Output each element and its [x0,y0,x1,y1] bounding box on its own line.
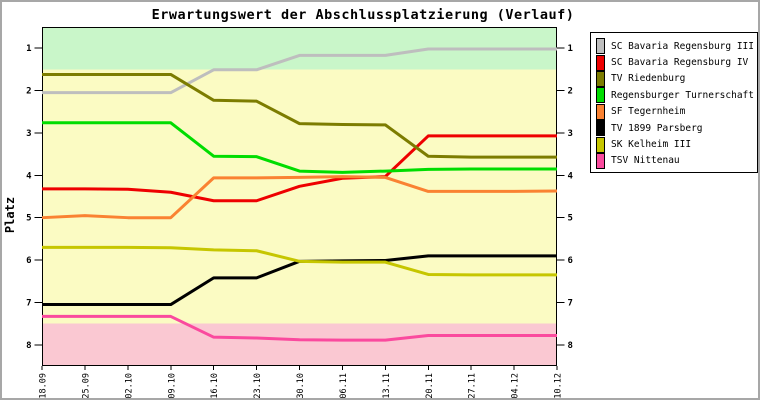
series-line [41,175,558,220]
legend-key-swatch [596,136,605,153]
legend-label: TV Riedenburg [611,73,686,85]
legend-label: SF Tegernheim [611,106,686,118]
x-tick-label: 09.10 [167,373,177,399]
legend-key-swatch [596,54,605,71]
y-tick-label-right: 4 [568,171,574,181]
legend-label: Regensburger Turnerschaft [611,89,754,101]
legend-item: TSV Nittenau [596,152,757,169]
y-tick-label-right: 6 [568,256,573,266]
x-tick-label: 30.10 [296,373,306,399]
y-tick-label-left: 8 [26,341,31,351]
legend-key-swatch [596,38,605,55]
x-tick-label: 20.11 [425,373,435,399]
x-tick-label: 13.11 [382,373,392,399]
legend-key-swatch [596,152,605,169]
y-tick-label-left: 1 [26,44,31,54]
x-tick-label: 06.11 [339,373,349,399]
series-line [42,134,557,203]
zone-bottom-zone [42,323,557,366]
legend-key-swatch [596,103,605,120]
legend-label: TSV Nittenau [611,155,680,167]
legend-item: SC Bavaria Regensburg III [596,38,757,55]
plot-border [42,27,557,366]
y-tick-label-right: 2 [568,87,573,97]
legend-item: SK Kelheim III [596,136,757,153]
x-tick-label: 16.10 [210,373,220,399]
chart-title: Erwartungswert der Abschlussplatzierung … [151,7,575,23]
legend-item: SF Tegernheim [596,103,757,120]
y-tick-label-left: 6 [26,256,31,266]
legend-label: SC Bavaria Regensburg IV [611,57,749,69]
legend-key-swatch [596,70,605,87]
x-tick-label: 02.10 [124,373,134,399]
series-line [42,121,557,174]
legend-key-swatch [596,87,605,104]
y-tick-label-right: 1 [568,44,573,54]
zone-middle-zone [42,69,557,324]
legend-item: TV Riedenburg [596,70,757,87]
x-tick-label: 27.11 [468,373,478,399]
x-tick-label: 10.12 [554,373,564,399]
legend-key-swatch [596,120,605,137]
x-tick-label: 23.10 [253,373,263,399]
y-tick-label-right: 7 [568,298,573,308]
legend-label: TV 1899 Parsberg [611,122,703,134]
y-tick-label-left: 2 [26,87,31,97]
y-tick-label-left: 4 [26,171,32,181]
series-line [42,47,557,95]
series-line [42,72,557,159]
series-line [42,314,557,342]
y-tick-label-left: 5 [26,214,31,224]
series-line [42,245,557,277]
x-tick-label: 25.09 [81,373,91,399]
y-tick-label-right: 8 [568,341,573,351]
x-tick-label: 18.09 [39,373,49,399]
y-tick-label-left: 3 [26,129,31,139]
y-tick-label-right: 5 [568,214,573,224]
legend-label: SK Kelheim III [611,139,692,151]
legend-item: TV 1899 Parsberg [596,120,757,137]
y-tick-label-left: 7 [26,298,31,308]
x-tick-label: 04.12 [511,373,521,399]
legend-label: SC Bavaria Regensburg III [611,40,754,52]
legend-item: SC Bavaria Regensburg IV [596,54,757,71]
legend: SC Bavaria Regensburg III SC Bavaria Rege… [590,32,758,173]
y-tick-label-right: 3 [568,129,573,139]
legend-item: Regensburger Turnerschaft [596,87,757,104]
